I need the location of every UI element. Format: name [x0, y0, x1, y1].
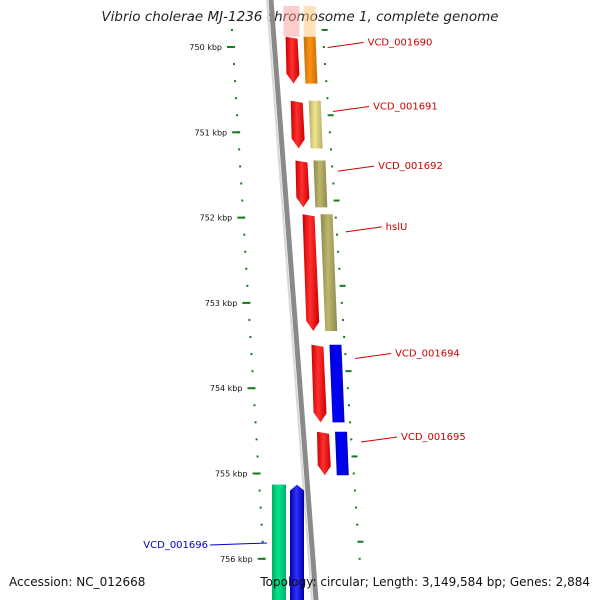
sequence-backbone — [268, 0, 319, 600]
gene-continuation-shade — [283, 6, 300, 37]
cds-arrow-hslu[interactable] — [302, 214, 320, 332]
cds-arrow-vcd_001690[interactable] — [285, 36, 300, 84]
ruler-tick-label: 753 kbp — [205, 299, 238, 308]
category-bar-hslu[interactable] — [320, 214, 338, 332]
gene-leader-line — [338, 165, 375, 172]
cds-arrow-vcd_001691[interactable] — [290, 100, 305, 149]
category-bar-vcd_001694[interactable] — [329, 344, 345, 423]
sequence-backbone-shadow — [266, 0, 313, 600]
cds-arrow-vcd_001695[interactable] — [317, 431, 331, 476]
category-bar-vcd_001691[interactable] — [308, 100, 323, 149]
ruler-tick-label: 752 kbp — [200, 214, 233, 223]
cds-arrow-vcd_001696[interactable] — [290, 484, 304, 600]
gene-label-vcd_001691[interactable]: VCD_001691 — [373, 102, 438, 113]
gene-label-hslu[interactable]: hslU — [386, 222, 408, 233]
gene-label-vcd_001696[interactable]: VCD_001696 — [143, 540, 208, 551]
gene-leader-line — [333, 106, 370, 113]
ruler-tick-label: 755 kbp — [215, 470, 248, 479]
gene-label-vcd_001695[interactable]: VCD_001695 — [401, 432, 466, 443]
ruler-tick-label: 756 kbp — [220, 555, 253, 564]
category-bar-vcd_001690[interactable] — [303, 36, 318, 84]
ruler-tick-label: 750 kbp — [189, 43, 222, 52]
ruler-tick-label: 754 kbp — [210, 384, 243, 393]
gene-leader-line — [345, 226, 382, 233]
gene-label-vcd_001690[interactable]: VCD_001690 — [368, 37, 433, 48]
accession-text: Accession: NC_012668 — [9, 575, 146, 589]
gene-leader-line — [209, 542, 268, 546]
ruler-tick-label: 751 kbp — [195, 128, 228, 137]
gene-leader-line — [360, 436, 398, 443]
genome-stats-text: Topology: circular; Length: 3,149,584 bp… — [260, 575, 590, 589]
gene-label-vcd_001692[interactable]: VCD_001692 — [378, 161, 443, 172]
cds-arrow-vcd_001692[interactable] — [295, 160, 310, 208]
category-continuation-shade — [303, 6, 316, 37]
gene-leader-line — [327, 41, 364, 48]
gene-leader-line — [355, 352, 392, 359]
category-bar-vcd_001696[interactable] — [272, 484, 286, 600]
gene-label-vcd_001694[interactable]: VCD_001694 — [395, 348, 460, 359]
genome-title: Vibrio cholerae MJ-1236 chromosome 1, co… — [101, 9, 499, 25]
cds-arrow-vcd_001694[interactable] — [311, 344, 327, 423]
category-bar-vcd_001695[interactable] — [335, 431, 349, 476]
category-bar-vcd_001692[interactable] — [313, 160, 328, 208]
